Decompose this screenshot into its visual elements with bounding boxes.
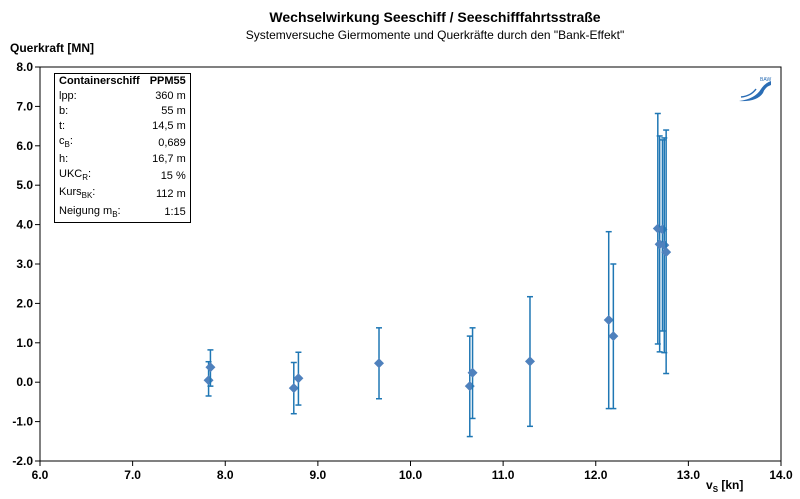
info-value: 16,7 m [152, 153, 186, 166]
info-row: Neigung mB: 1:15 [55, 204, 190, 222]
info-label: UKCR: [59, 168, 92, 183]
info-value: 112 m [156, 187, 186, 200]
info-label: lpp: [59, 90, 77, 102]
y-tick-label: -1.0 [12, 415, 33, 429]
info-row: h: 16,7 m [55, 152, 190, 167]
x-tick-label: 14.0 [769, 468, 793, 482]
info-label: cB: [59, 135, 73, 150]
x-tick-label: 11.0 [492, 468, 515, 482]
info-value: 15 % [160, 169, 186, 182]
data-point [661, 247, 672, 258]
y-tick-label: 7.0 [16, 99, 33, 113]
info-row: KursBK: 112 m [55, 185, 190, 203]
x-tick-label: 9.0 [310, 468, 327, 482]
data-point [203, 375, 214, 386]
info-label: KursBK: [59, 186, 96, 201]
info-header-name: Containerschiff [59, 75, 140, 87]
info-row: t: 14,5 m [55, 119, 190, 134]
info-box: Containerschiff PPM55 lpp: 360 m b: 55 m t: 1… [54, 73, 191, 223]
y-axis-label: Querkraft [MN] [10, 41, 94, 55]
y-tick-label: 1.0 [16, 336, 33, 350]
info-value: 55 m [161, 105, 186, 117]
data-marks [203, 112, 672, 438]
info-row: UKCR: 15 % [55, 167, 190, 185]
y-tick-label: 5.0 [16, 178, 33, 192]
data-point [293, 373, 304, 384]
info-row: cB: 0,689 [55, 134, 190, 152]
info-label: t: [59, 120, 66, 132]
info-value: 14,5 m [152, 120, 186, 132]
info-row: lpp: 360 m [55, 89, 190, 104]
data-point [603, 314, 614, 325]
chart-title: Wechselwirkung Seeschiff / Seeschifffahr… [269, 9, 600, 25]
y-tick-label: -2.0 [12, 454, 33, 468]
info-label: h: [59, 153, 69, 166]
chart-subtitle: Systemversuche Giermomente und Querkräft… [246, 28, 624, 42]
x-tick-label: 12.0 [584, 468, 608, 482]
data-point [524, 356, 535, 367]
y-tick-label: 4.0 [16, 218, 33, 232]
info-value: 1:15 [164, 206, 186, 219]
baw-logo: BAW [737, 75, 773, 108]
x-tick-label: 10.0 [399, 468, 423, 482]
data-point [467, 367, 478, 378]
baw-logo-icon: BAW [739, 77, 771, 102]
x-tick-label: 8.0 [217, 468, 234, 482]
data-point [608, 331, 619, 342]
y-tick-label: 0.0 [16, 375, 33, 389]
y-tick-label: 8.0 [16, 60, 33, 74]
info-value: 0,689 [158, 136, 186, 149]
y-tick-label: 6.0 [16, 139, 33, 153]
info-row: b: 55 m [55, 104, 190, 119]
x-tick-label: 6.0 [32, 468, 49, 482]
data-point [288, 383, 299, 394]
info-label: b: [59, 105, 69, 117]
x-tick-label: 13.0 [677, 468, 701, 482]
info-label: Neigung mB: [59, 204, 121, 219]
x-tick-label: 7.0 [124, 468, 141, 482]
info-header-value: PPM55 [149, 75, 186, 87]
y-tick-label: 2.0 [16, 296, 33, 310]
data-point [374, 358, 385, 369]
data-point [205, 362, 216, 373]
info-value: 360 m [155, 90, 186, 102]
baw-logo-text: BAW [760, 77, 771, 83]
y-tick-label: 3.0 [16, 257, 33, 271]
axes: 6.0 7.0 8.0 9.0 10.0 11.0 12.0 13.0 14.0 -2.0 -1.0… [12, 60, 793, 482]
x-axis-label: vS [kn] [706, 478, 743, 494]
